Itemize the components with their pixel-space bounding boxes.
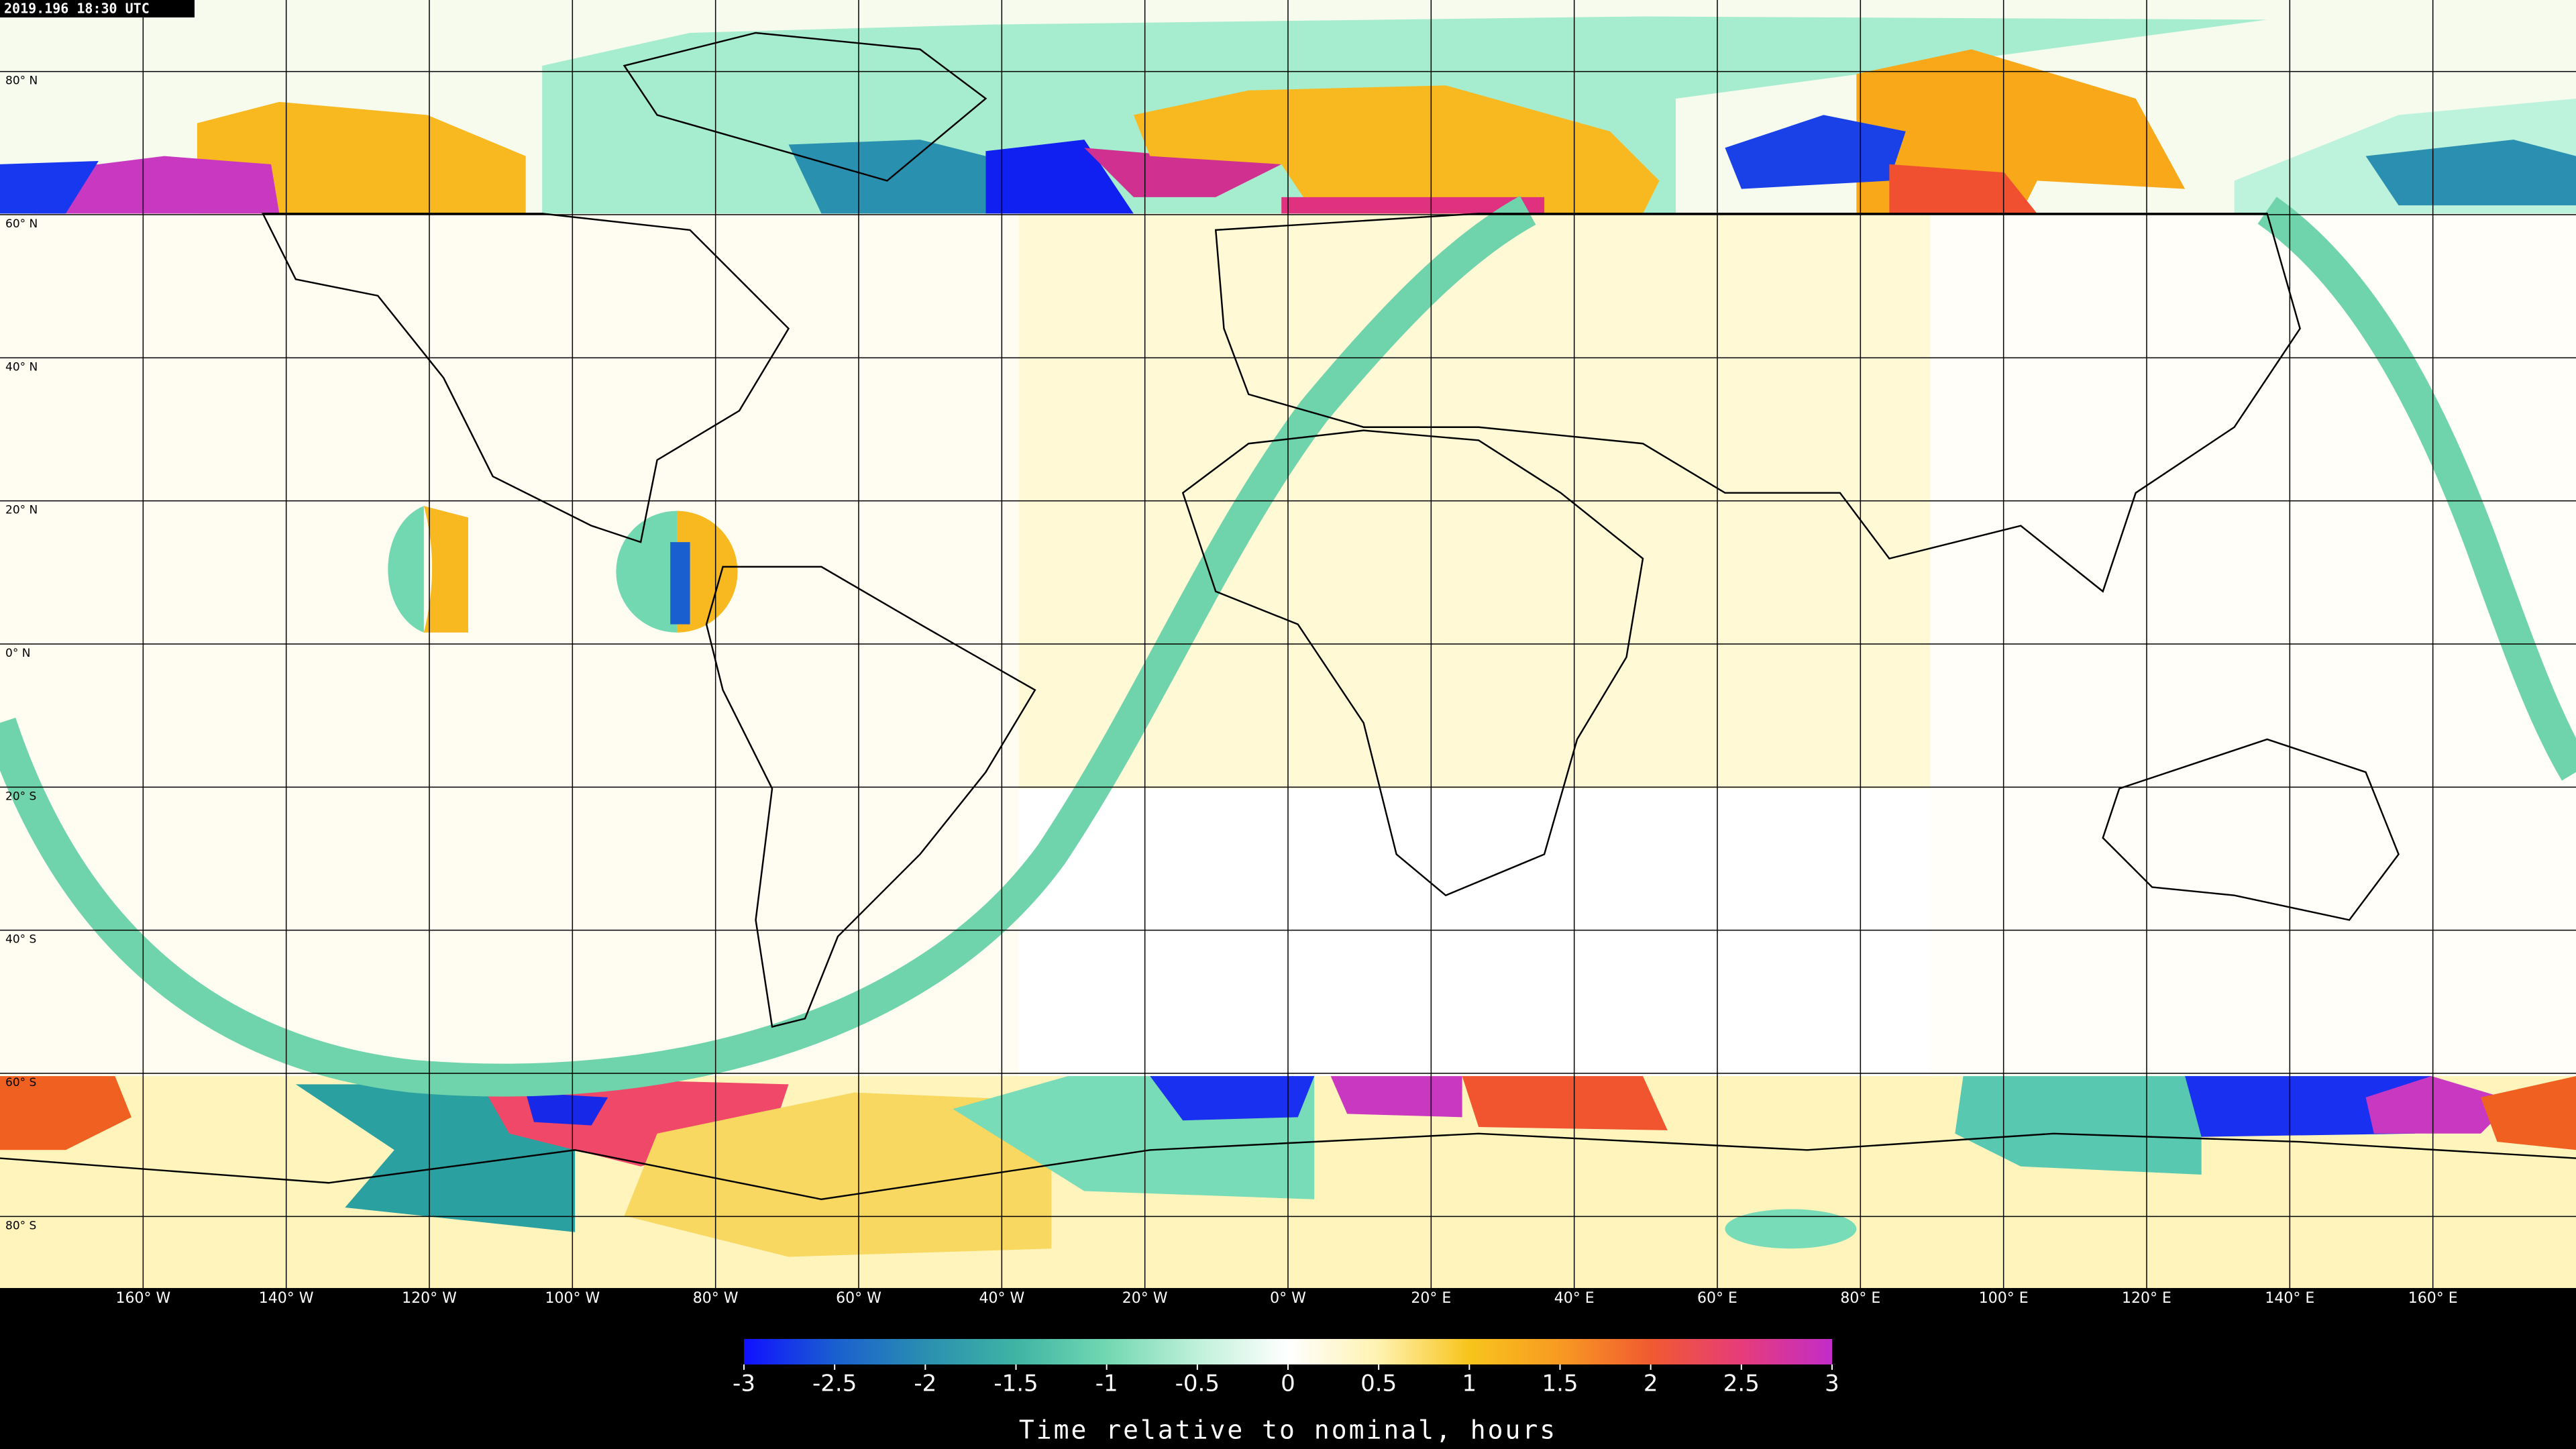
lat-label: 60° S (5, 1076, 36, 1089)
colorbar-tick-label: -2.5 (812, 1371, 857, 1397)
graticule-labels: 160° W 140° W 120° W 100° W 80° W 60° W 40° W 2… (5, 74, 2458, 1307)
coastline (1181, 429, 1644, 897)
swath (2365, 1076, 2514, 1134)
coastline (705, 566, 1036, 1028)
swath (32, 156, 280, 214)
colorbar-tick-label: -2 (914, 1371, 936, 1397)
graticule (0, 0, 2576, 1288)
swath (388, 506, 424, 633)
lat-label: 40° S (5, 933, 36, 947)
swath (1330, 1076, 1462, 1118)
swath (1133, 85, 1660, 214)
lon-label: 100° W (545, 1290, 600, 1307)
lon-label: 100° E (1979, 1290, 2029, 1307)
lon-label: 120° E (2122, 1290, 2171, 1307)
swath (0, 161, 99, 214)
swath (1725, 1209, 1857, 1249)
colorbar-tick-label: 2 (1644, 1371, 1658, 1397)
lon-label: 120° W (402, 1290, 457, 1307)
lon-label: 80° E (1840, 1290, 1880, 1307)
lon-label: 160° E (2408, 1290, 2458, 1307)
lon-label: 0° W (1270, 1290, 1306, 1307)
lat-label: 40° N (5, 360, 38, 374)
colorbar-ticks: -3 -2.5 -2 -1.5 -1 -0.5 0 0.5 1 1.5 2 2.5 3 (733, 1364, 1839, 1397)
lon-label: 20° W (1122, 1290, 1168, 1307)
lat-label: 20° N (5, 504, 38, 517)
region (1930, 213, 2576, 1077)
swath (1955, 1076, 2202, 1175)
swath (670, 542, 690, 625)
colorbar-tick-label: 2.5 (1723, 1371, 1760, 1397)
swath-band (2257, 197, 2576, 781)
swath (624, 1092, 1052, 1257)
lon-label: 40° E (1554, 1290, 1595, 1307)
swath (423, 506, 468, 633)
colorbar-tick-label: 3 (1825, 1371, 1839, 1397)
lon-label: 160° W (115, 1290, 170, 1307)
lat-label: 0° N (5, 647, 30, 660)
swath (1889, 164, 2037, 214)
colorbar-tick-label: 0.5 (1360, 1371, 1397, 1397)
swath (2185, 1076, 2432, 1137)
colorbar-tick-label: 0 (1281, 1371, 1295, 1397)
coastline (261, 213, 790, 543)
coastline (2102, 738, 2400, 921)
coastline (1214, 213, 2301, 593)
swath (1462, 1076, 1668, 1130)
lon-label: 140° W (259, 1290, 314, 1307)
coastline (623, 32, 987, 182)
swath (2480, 1076, 2576, 1150)
lon-label: 140° E (2265, 1290, 2314, 1307)
swath (1150, 1076, 1315, 1121)
lat-label: 80° N (5, 74, 38, 88)
swath (616, 511, 677, 633)
lon-label: 20° E (1411, 1290, 1451, 1307)
colorbar-tick-label: 1.5 (1542, 1371, 1578, 1397)
colorbar-label: Time relative to nominal, hours (1019, 1415, 1557, 1445)
lon-label: 60° W (836, 1290, 881, 1307)
region (1018, 788, 1931, 1077)
colorbar (744, 1339, 1832, 1364)
coastline (0, 1132, 2576, 1201)
lat-label: 60° N (5, 217, 38, 231)
swath (525, 1092, 608, 1126)
swath (676, 511, 738, 633)
lon-label: 40° W (979, 1290, 1024, 1307)
swath (2365, 140, 2576, 206)
lon-label: 60° E (1697, 1290, 1737, 1307)
colorbar-tick-label: -1 (1095, 1371, 1118, 1397)
lon-label: 80° W (693, 1290, 739, 1307)
colorbar-tick-label: -3 (733, 1371, 755, 1397)
swath-band (0, 196, 1536, 1097)
colorbar-tick-label: -1.5 (994, 1371, 1038, 1397)
lat-label: 80° S (5, 1219, 36, 1232)
swath (197, 101, 526, 214)
swath (0, 1076, 131, 1150)
colorbar-tick-label: -0.5 (1175, 1371, 1220, 1397)
timestamp-box (0, 0, 195, 17)
swath (788, 140, 986, 214)
timestamp: 2019.196 18:30 UTC (4, 1, 150, 17)
lat-label: 20° S (5, 790, 36, 803)
colorbar-tick-label: 1 (1462, 1371, 1477, 1397)
